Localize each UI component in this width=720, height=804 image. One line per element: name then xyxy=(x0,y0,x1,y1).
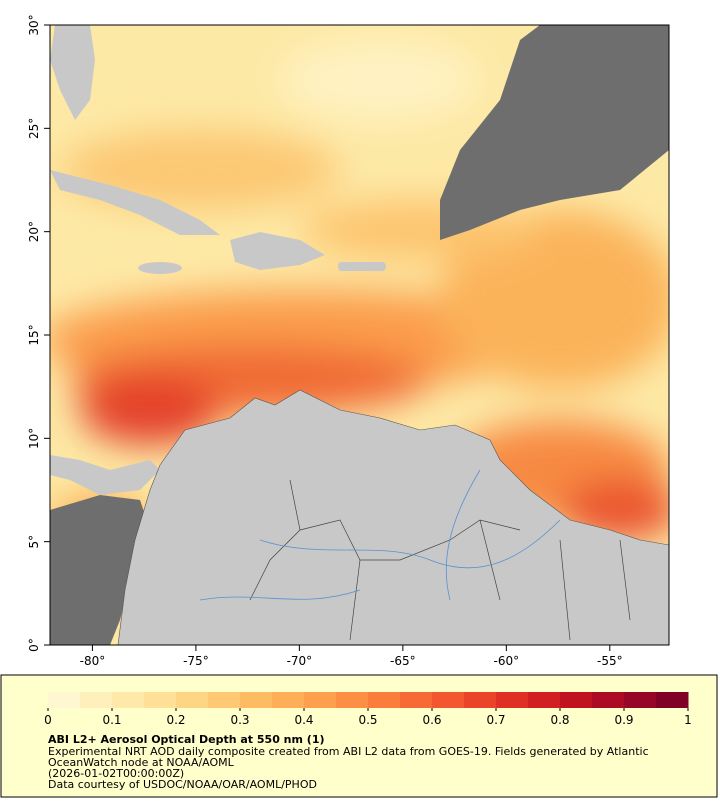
land xyxy=(50,170,220,235)
colorbar-swatch xyxy=(528,692,561,708)
colorbar-swatch xyxy=(464,692,497,708)
colorbar-tick-label: 0 xyxy=(44,713,52,727)
colorbar-swatch xyxy=(304,692,337,708)
colorbar-swatch xyxy=(208,692,241,708)
colorbar-tick-label: 0.2 xyxy=(166,713,185,727)
colorbar-swatch xyxy=(176,692,209,708)
x-tick-label: -75° xyxy=(183,654,209,668)
colorbar-swatch xyxy=(80,692,113,708)
colorbar-tick-label: 0.9 xyxy=(614,713,633,727)
y-tick-label: 30° xyxy=(27,14,41,35)
colorbar-swatch xyxy=(592,692,625,708)
colorbar-swatch xyxy=(48,692,81,708)
land xyxy=(50,455,160,495)
land xyxy=(138,262,182,274)
colorbar-tick-label: 0.4 xyxy=(294,713,313,727)
colorbar-swatch xyxy=(144,692,177,708)
land xyxy=(230,232,325,270)
colorbar-swatch xyxy=(624,692,657,708)
colorbar-swatch xyxy=(112,692,145,708)
colorbar-swatch xyxy=(336,692,369,708)
x-tick-label: -60° xyxy=(494,654,520,668)
colorbar-tick-label: 1 xyxy=(684,713,692,727)
x-tick-label: -70° xyxy=(287,654,313,668)
caption-line: Experimental NRT AOD daily composite cre… xyxy=(48,745,649,758)
colorbar-swatch xyxy=(560,692,593,708)
x-tick-label: -65° xyxy=(390,654,416,668)
x-tick-label: -80° xyxy=(80,654,106,668)
colorbar-swatch xyxy=(240,692,273,708)
no-data-area xyxy=(440,25,669,240)
caption-line: Data courtesy of USDOC/NOAA/OAR/AOML/PHO… xyxy=(48,778,317,791)
x-tick-label: -55° xyxy=(597,654,623,668)
y-tick-label: 0° xyxy=(27,638,41,652)
no-data-area xyxy=(50,495,150,645)
colorbar-tick-label: 0.5 xyxy=(358,713,377,727)
y-tick-label: 5° xyxy=(27,535,41,549)
colorbar-swatch xyxy=(400,692,433,708)
y-tick-label: 20° xyxy=(27,221,41,242)
colorbar-swatch xyxy=(496,692,529,708)
caption-title: ABI L2+ Aerosol Optical Depth at 550 nm … xyxy=(48,733,325,746)
map xyxy=(50,25,669,645)
colorbar: 0 0.1 0.2 0.3 0.4 0.5 0.6 0.7 0.8 0.9 1 xyxy=(44,692,692,727)
colorbar-tick-label: 0.7 xyxy=(486,713,505,727)
land xyxy=(117,389,669,645)
colorbar-tick-label: 0.8 xyxy=(550,713,569,727)
colorbar-swatch xyxy=(656,692,689,708)
colorbar-swatch xyxy=(368,692,401,708)
colorbar-tick-label: 0.3 xyxy=(230,713,249,727)
colorbar-swatch xyxy=(432,692,465,708)
caption-line: (2026-01-02T00:00:00Z) xyxy=(48,767,184,780)
y-tick-label: 25° xyxy=(27,118,41,139)
land xyxy=(50,25,95,120)
rivers xyxy=(199,469,561,601)
colorbar-tick-label: 0.6 xyxy=(422,713,441,727)
y-tick-label: 10° xyxy=(27,428,41,449)
colorbar-swatch xyxy=(272,692,305,708)
caption-line: OceanWatch node at NOAA/AOML xyxy=(48,756,235,769)
land xyxy=(338,262,386,271)
borders xyxy=(249,479,631,641)
axes: -80° -75° -70° -65° -60° -55° 0° 5° 10° 15° 20° 25°… xyxy=(27,14,623,668)
y-tick-label: 15° xyxy=(27,324,41,345)
colorbar-tick-label: 0.1 xyxy=(102,713,121,727)
